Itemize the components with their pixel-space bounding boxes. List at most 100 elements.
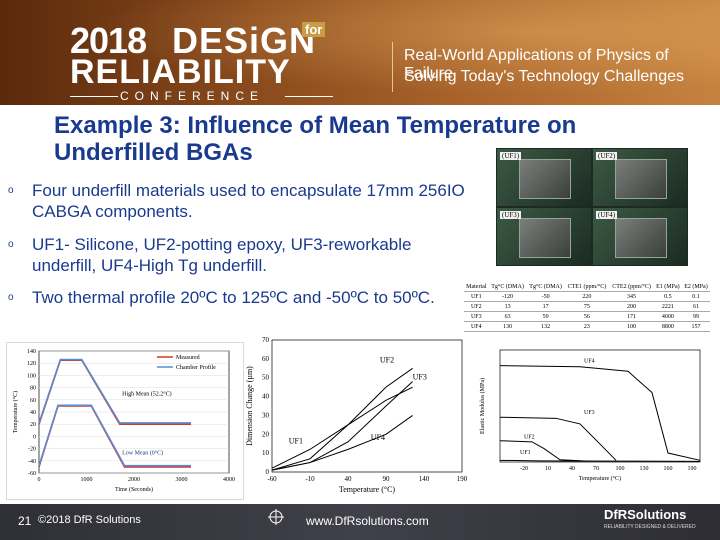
x-tick-label: 0 [38,477,41,483]
x-tick-label: 190 [688,466,697,472]
table-cell: 17 [526,301,565,312]
x-tick-label: 10 [545,466,551,472]
slide-title: Example 3: Influence of Mean Temperature… [54,112,577,166]
table-cell: 23 [564,321,610,332]
table-row: UF3 63 59 56 171 4000 99 [464,311,710,322]
tagline-line-1: Real-World Applications of Physics of Fa… [404,47,669,82]
conference-banner [0,0,720,105]
table-cell: -50 [526,291,565,302]
series-line [38,358,191,424]
component-photo: (UF4) [593,208,687,265]
x-tick-label: 70 [593,466,599,472]
x-tick-label: 4000 [223,477,235,483]
dimension-change-chart: 0 10 20 30 40 50 60 70 -60 -10 40 90 140 190 Temperatu… [245,336,468,494]
x-tick-label: -60 [267,475,277,483]
table-row: UF4 130 132 23 100 8800 157 [464,321,710,332]
table-cell: 157 [681,321,710,332]
y-tick-label: 50 [262,374,270,382]
series-line [271,415,413,471]
series-label: UF4 [584,358,595,364]
y-axis-label: Temperature (°C) [12,391,19,433]
temperature-profile-chart: -60 -40 -20 0 20 40 60 80 100 120 140 0 1000 2000 3000… [6,342,244,500]
chip-image [615,218,667,258]
x-tick-label: 40 [569,466,575,472]
table-header: E1 (MPa) [653,282,682,292]
y-tick-label: 100 [27,373,36,379]
series-label: UF3 [584,410,595,416]
bullet-marker: o [8,185,14,196]
table-header: Material [464,282,489,292]
table-header: E2 (MPa) [681,282,710,292]
series-line [499,365,701,461]
series-line [499,416,617,461]
plot-frame [499,349,701,463]
photo-label: (UF1) [500,152,522,160]
bullet-item: o Four underfill materials used to encap… [8,180,472,222]
component-photo: (UF1) [497,149,591,206]
y-tick-label: 120 [27,361,36,367]
table-row: UF2 13 17 75 200 2221 61 [464,301,710,312]
table-cell: 63 [488,311,527,322]
x-tick-label: 40 [345,475,353,483]
y-tick-label: 30 [262,411,270,419]
y-tick-label: 0 [266,468,270,476]
y-tick-label: 140 [27,349,36,355]
x-tick-label: 3000 [176,477,188,483]
table-cell: 56 [564,311,610,322]
series-label: UF2 [380,356,394,365]
logo-design: DESiGN [172,20,317,61]
table-cell: 75 [564,301,610,312]
table-cell: -120 [488,291,527,302]
elastic-modulus-chart: -20 10 40 70 100 130 160 190 Temperature (°C) Ela… [479,349,701,482]
chip-image [519,218,571,258]
series-label: UF3 [413,373,427,382]
y-tick-label: 60 [262,355,270,363]
series-label: UF1 [289,437,303,446]
table-header: CTE2 (ppm/°C) [609,282,654,292]
legend-label: Chamber Profile [176,364,216,371]
component-photo-grid: (UF1) (UF2) (UF3) (UF4) [496,148,688,266]
table-cell: UF2 [464,301,489,312]
x-tick-label: 140 [419,475,430,483]
y-tick-label: 0 [33,434,36,440]
table-header: Tg°C (DMA) [526,282,565,292]
brand-logo: DfRSolutions [604,507,687,522]
legend-label: Measured [176,355,200,361]
table-cell: 0.1 [681,291,710,302]
series-line [38,404,191,467]
photo-label: (UF2) [596,152,618,160]
series-line [499,459,701,462]
table-cell: 4000 [653,311,682,322]
logo-conference: CONFERENCE [120,89,265,103]
logo-for: for [302,22,326,37]
bullet-item: o Two thermal profile 20ºC to 125ºC and … [8,287,472,308]
table-header: Tg°C (DMA) [488,282,527,292]
plot-frame [271,339,463,473]
y-tick-label: 20 [262,430,270,438]
photo-label: (UF3) [500,211,522,219]
table-cell: 171 [609,311,654,322]
table-cell: 130 [488,321,527,332]
footer-bar [0,504,720,540]
table-row: UF1 -120 -50 220 345 0.5 0.1 [464,291,710,302]
y-tick-label: -60 [28,471,36,477]
table-cell: 200 [609,301,654,312]
x-tick-label: 2000 [128,477,140,483]
bullet-text: UF1- Silicone, UF2-potting epoxy, UF3-re… [32,235,412,275]
logo-reliability: RELIABILITY [70,53,291,91]
series-line [271,381,413,471]
y-tick-label: 20 [30,422,36,428]
x-tick-label: 130 [640,466,649,472]
y-tick-label: 40 [262,393,270,401]
series-label: UF4 [371,433,385,442]
tagline-line-2: Solving Today's Technology Challenges [404,68,684,85]
brand-tagline: RELIABILITY DESIGNED & DELIVERED [604,524,696,530]
page-number: 21 [18,514,32,528]
y-tick-label: 10 [262,449,270,457]
table-cell: 132 [526,321,565,332]
logo-rule-left [70,96,118,97]
table-cell: 99 [681,311,710,322]
bullet-item: o UF1- Silicone, UF2-potting epoxy, UF3-… [8,234,472,276]
website-link[interactable]: www.DfRsolutions.com [306,514,429,528]
table-cell: 59 [526,311,565,322]
